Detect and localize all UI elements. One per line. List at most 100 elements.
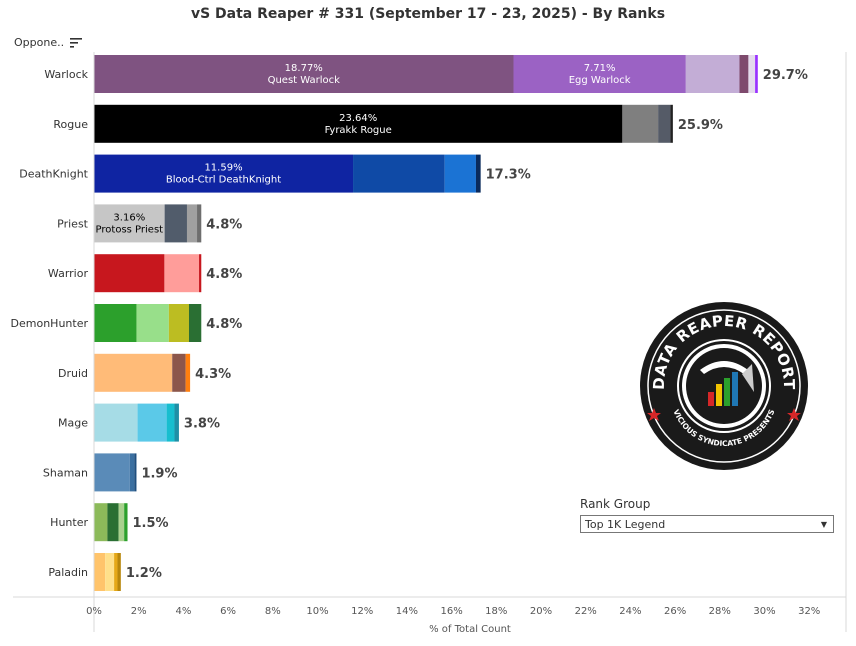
x-tick-label: 6% [220,606,236,617]
bar-segment[interactable] [164,204,187,243]
category-label: Warrior [48,267,89,280]
x-tick-label: 0% [86,606,102,617]
bar-segment[interactable] [199,254,202,293]
bar-segment[interactable] [513,55,686,93]
bar-segment[interactable] [188,304,202,342]
bar-segment[interactable] [353,154,445,193]
bar-segment[interactable] [124,503,128,542]
bar-group-rogue[interactable]: Rogue 23.64%Fyrakk Rogue 25.9% [53,104,723,143]
segment-archetype-label: Blood-Ctrl DeathKnight [166,175,281,186]
bar-segment[interactable] [94,353,173,392]
bar-segment[interactable] [622,104,659,143]
bar-segment[interactable] [94,453,130,492]
bar-segment[interactable] [444,154,476,193]
bar-group-mage[interactable]: Mage 3.8% [58,403,220,442]
x-tick-label: 18% [485,606,507,617]
bar-segment[interactable] [136,304,169,342]
opponent-column-header[interactable]: Oppone.. [14,36,83,49]
segment-archetype-label: Fyrakk Rogue [325,125,392,136]
category-label: Mage [58,417,88,430]
bar-segment[interactable] [94,403,138,442]
category-label: Hunter [50,516,88,529]
bar-segment[interactable] [94,154,354,193]
bar-segment[interactable] [748,55,756,93]
x-tick-label: 30% [753,606,775,617]
bar-segment[interactable] [117,553,121,591]
category-label: DemonHunter [11,317,89,330]
total-label: 1.5% [133,516,169,531]
category-label: Priest [57,217,89,230]
total-label: 4.8% [206,217,242,232]
sort-descending-icon[interactable] [70,37,83,48]
bar-segment[interactable] [94,254,165,293]
bar-group-warrior[interactable]: Warrior 4.8% [48,254,242,293]
bar-segment[interactable] [755,55,758,93]
bar-group-paladin[interactable]: Paladin 1.2% [48,553,162,591]
bar-segment[interactable] [186,204,198,243]
bar-segment[interactable] [685,55,740,93]
bar-segment[interactable] [94,503,108,542]
bar-segment[interactable] [107,503,119,542]
bar-segment[interactable] [172,353,186,392]
total-label: 1.2% [126,566,162,581]
bars-layer: Warlock 18.77%Quest Warlock 7.71%Egg Warlo… [11,55,808,591]
data-reaper-report-logo: DATA REAPER REPORT VICIOUS SYNDICATE PRE… [640,302,808,470]
total-label: 4.3% [195,367,231,382]
bar-segment[interactable] [129,453,135,492]
segment-archetype-label: Protoss Priest [96,224,164,235]
bar-segment[interactable] [105,553,115,591]
total-label: 29.7% [763,68,808,83]
bar-group-demonhunter[interactable]: DemonHunter 4.8% [11,304,243,342]
category-label: DeathKnight [19,168,88,181]
rank-group-dropdown[interactable]: Top 1K Legend ▼ [580,515,834,533]
x-tick-label: 14% [396,606,418,617]
segment-archetype-label: Egg Warlock [569,75,631,86]
bar-segment[interactable] [94,204,165,243]
bar-segment[interactable] [94,104,623,143]
bar-segment[interactable] [134,453,137,492]
bar-segment[interactable] [185,353,191,392]
rank-group-filter: Rank Group Top 1K Legend ▼ [580,497,834,533]
category-label: Shaman [43,466,88,479]
segment-pct-label: 11.59% [204,163,242,174]
rank-group-label: Rank Group [580,497,651,511]
total-label: 3.8% [184,417,220,432]
bar-group-deathknight[interactable]: DeathKnight 11.59%Blood-Ctrl DeathKnight 1… [19,154,531,193]
category-label: Druid [58,367,88,380]
bar-segment[interactable] [739,55,749,93]
segment-archetype-label: Quest Warlock [268,75,341,86]
bar-group-druid[interactable]: Druid 4.3% [58,353,231,392]
bar-segment[interactable] [94,304,137,342]
total-label: 4.8% [206,267,242,282]
total-label: 1.9% [141,466,177,481]
bar-group-warlock[interactable]: Warlock 18.77%Quest Warlock 7.71%Egg Warlo… [44,55,808,93]
bar-segment[interactable] [164,254,200,293]
x-tick-label: 4% [175,606,191,617]
total-label: 25.9% [678,118,723,133]
bar-segment[interactable] [658,104,671,143]
bar-group-shaman[interactable]: Shaman 1.9% [43,453,178,492]
x-tick-label: 32% [798,606,820,617]
x-tick-label: 26% [664,606,686,617]
bar-segment[interactable] [168,304,189,342]
bar-group-hunter[interactable]: Hunter 1.5% [50,503,169,542]
bar-segment[interactable] [166,403,175,442]
bar-segment[interactable] [137,403,167,442]
bar-segment[interactable] [174,403,179,442]
bar-group-priest[interactable]: Priest 3.16%Protoss Priest 4.8% [57,204,242,243]
bar-segment[interactable] [94,55,514,93]
bar-segment[interactable] [94,553,106,591]
bar-segment[interactable] [475,154,481,193]
x-tick-label: 28% [709,606,731,617]
opponent-header-label: Oppone.. [14,36,65,49]
bar-segment[interactable] [197,204,202,243]
x-tick-label: 22% [575,606,597,617]
segment-pct-label: 7.71% [584,63,616,74]
chevron-down-icon: ▼ [820,519,827,529]
bar-segment[interactable] [670,104,673,143]
bar-segment[interactable] [114,553,118,591]
chart-title: vS Data Reaper # 331 (September 17 - 23,… [190,6,666,22]
bar-segment[interactable] [118,503,125,542]
segment-pct-label: 3.16% [113,212,145,223]
